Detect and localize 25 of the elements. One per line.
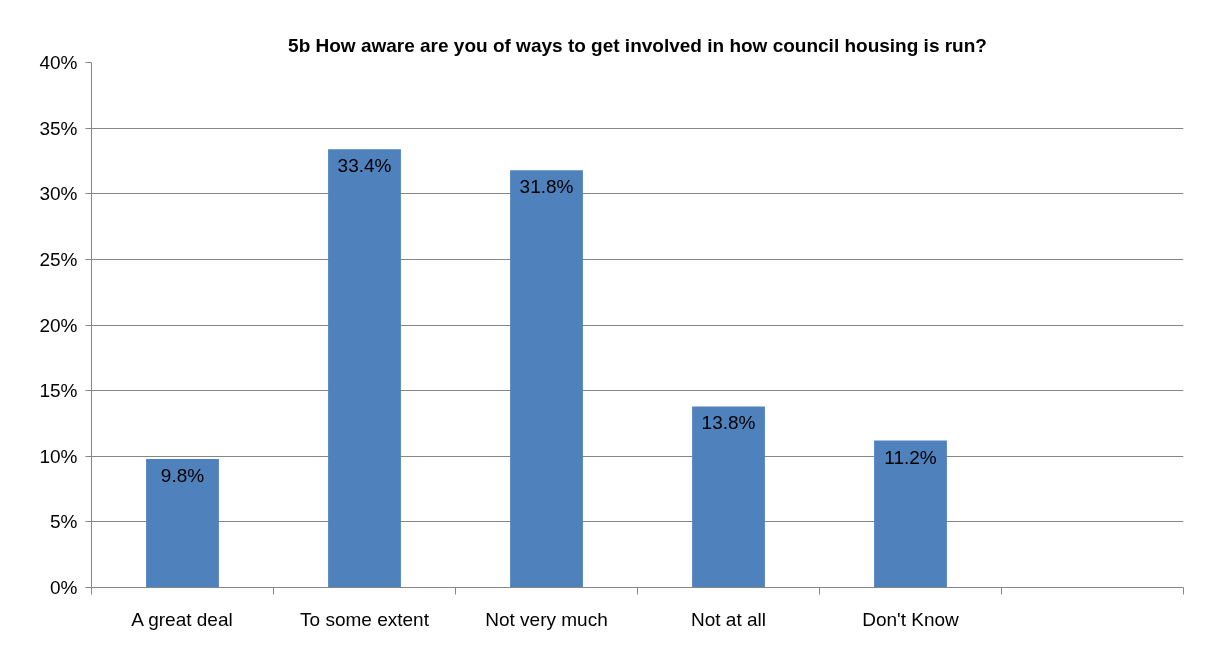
y-tick-label: 25% <box>39 248 78 270</box>
y-tick-label: 35% <box>39 117 78 139</box>
x-tick-label: A great deal <box>131 608 233 630</box>
x-tick-label: Not at all <box>691 608 766 630</box>
y-tick-label: 0% <box>50 577 78 598</box>
bar <box>510 170 583 588</box>
data-label: 33.4% <box>337 155 392 177</box>
x-tick-label: To some extent <box>300 608 430 630</box>
data-label: 11.2% <box>884 446 937 468</box>
y-tick-label: 15% <box>39 380 78 402</box>
data-label: 13.8% <box>701 412 756 434</box>
data-label: 9.8% <box>160 464 205 486</box>
y-tick-label: 10% <box>39 445 78 467</box>
bar <box>146 458 219 588</box>
data-label: 31.8% <box>519 176 574 198</box>
x-tick-label: Don't Know <box>862 608 960 630</box>
chart-title: 5b How aware are you of ways to get involved in how council housing is run? <box>288 34 987 56</box>
x-tick-label: Not very much <box>485 608 608 630</box>
y-tick-label: 40% <box>39 52 78 73</box>
y-tick-label: 5% <box>50 511 78 533</box>
y-tick-label: 20% <box>39 314 78 336</box>
y-tick-label: 30% <box>39 183 78 205</box>
bar <box>328 149 401 588</box>
bar <box>692 406 765 588</box>
bar <box>874 440 947 588</box>
